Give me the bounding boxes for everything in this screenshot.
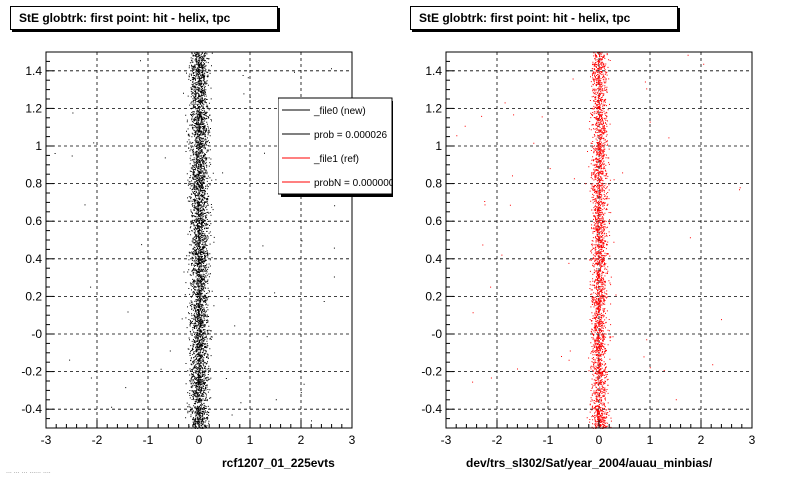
y-tick-label: -0.2 — [21, 365, 42, 379]
y-tick-label: -0 — [431, 327, 442, 341]
scatter-series--file0-new- — [54, 52, 341, 429]
x-tick-label: -1 — [543, 433, 554, 447]
y-tick-label: -0.4 — [421, 402, 442, 416]
y-tick-label: 0.6 — [25, 214, 42, 228]
y-tick-label: 0.4 — [425, 252, 442, 266]
y-tick-label: 0.2 — [25, 289, 42, 303]
y-tick-label: 1.2 — [425, 101, 442, 115]
x-tick-label: -2 — [92, 433, 103, 447]
x-tick-label: 2 — [698, 433, 705, 447]
scatter-points — [456, 52, 741, 429]
legend-label: probN = 0.000000 — [314, 178, 395, 189]
y-tick-label: 0.2 — [425, 289, 442, 303]
x-tick-label: 3 — [749, 433, 756, 447]
x-tick-label: 0 — [196, 433, 203, 447]
legend-label: _file0 (new) — [313, 106, 366, 117]
scatter-points — [54, 52, 341, 429]
y-tick-label: 1.2 — [25, 101, 42, 115]
x-tick-label: -1 — [143, 433, 154, 447]
y-tick-label: 1.4 — [25, 64, 42, 78]
y-tick-label: -0 — [31, 327, 42, 341]
legend-box — [278, 97, 393, 195]
x-axis-label-right: dev/trs_sl302/Sat/year_2004/auau_minbias… — [466, 456, 713, 470]
y-tick-label: 0.8 — [25, 177, 42, 191]
x-tick-label: 1 — [647, 433, 654, 447]
y-tick-label: 1 — [435, 139, 442, 153]
x-tick-label: 1 — [247, 433, 254, 447]
x-tick-label: 0 — [596, 433, 603, 447]
y-tick-label: 0.4 — [25, 252, 42, 266]
x-tick-label: -3 — [441, 433, 452, 447]
x-axis-label-left: rcf1207_01_225evts — [222, 456, 335, 470]
y-tick-label: 0.6 — [425, 214, 442, 228]
legend-label: prob = 0.000026 — [314, 130, 388, 141]
legend-label: _file1 (ref) — [313, 154, 359, 165]
x-tick-label: 2 — [298, 433, 305, 447]
y-tick-label: 1.4 — [425, 64, 442, 78]
scatter-series--file1-ref- — [456, 52, 741, 429]
panel-title-left: StE globtrk: first point: hit - helix, t… — [10, 6, 278, 30]
y-tick-label: -0.4 — [21, 402, 42, 416]
x-tick-label: 3 — [349, 433, 356, 447]
y-tick-label: -0.2 — [421, 365, 442, 379]
footer-note: ... ... ... ...... .... — [6, 468, 51, 475]
x-tick-label: -2 — [492, 433, 503, 447]
legend: _file0 (new) prob = 0.000026 _file1 (ref) p… — [278, 97, 395, 197]
panel-title-right: StE globtrk: first point: hit - helix, t… — [410, 6, 678, 30]
y-tick-label: 1 — [35, 139, 42, 153]
y-tick-label: 0.8 — [425, 177, 442, 191]
x-tick-label: -3 — [41, 433, 52, 447]
